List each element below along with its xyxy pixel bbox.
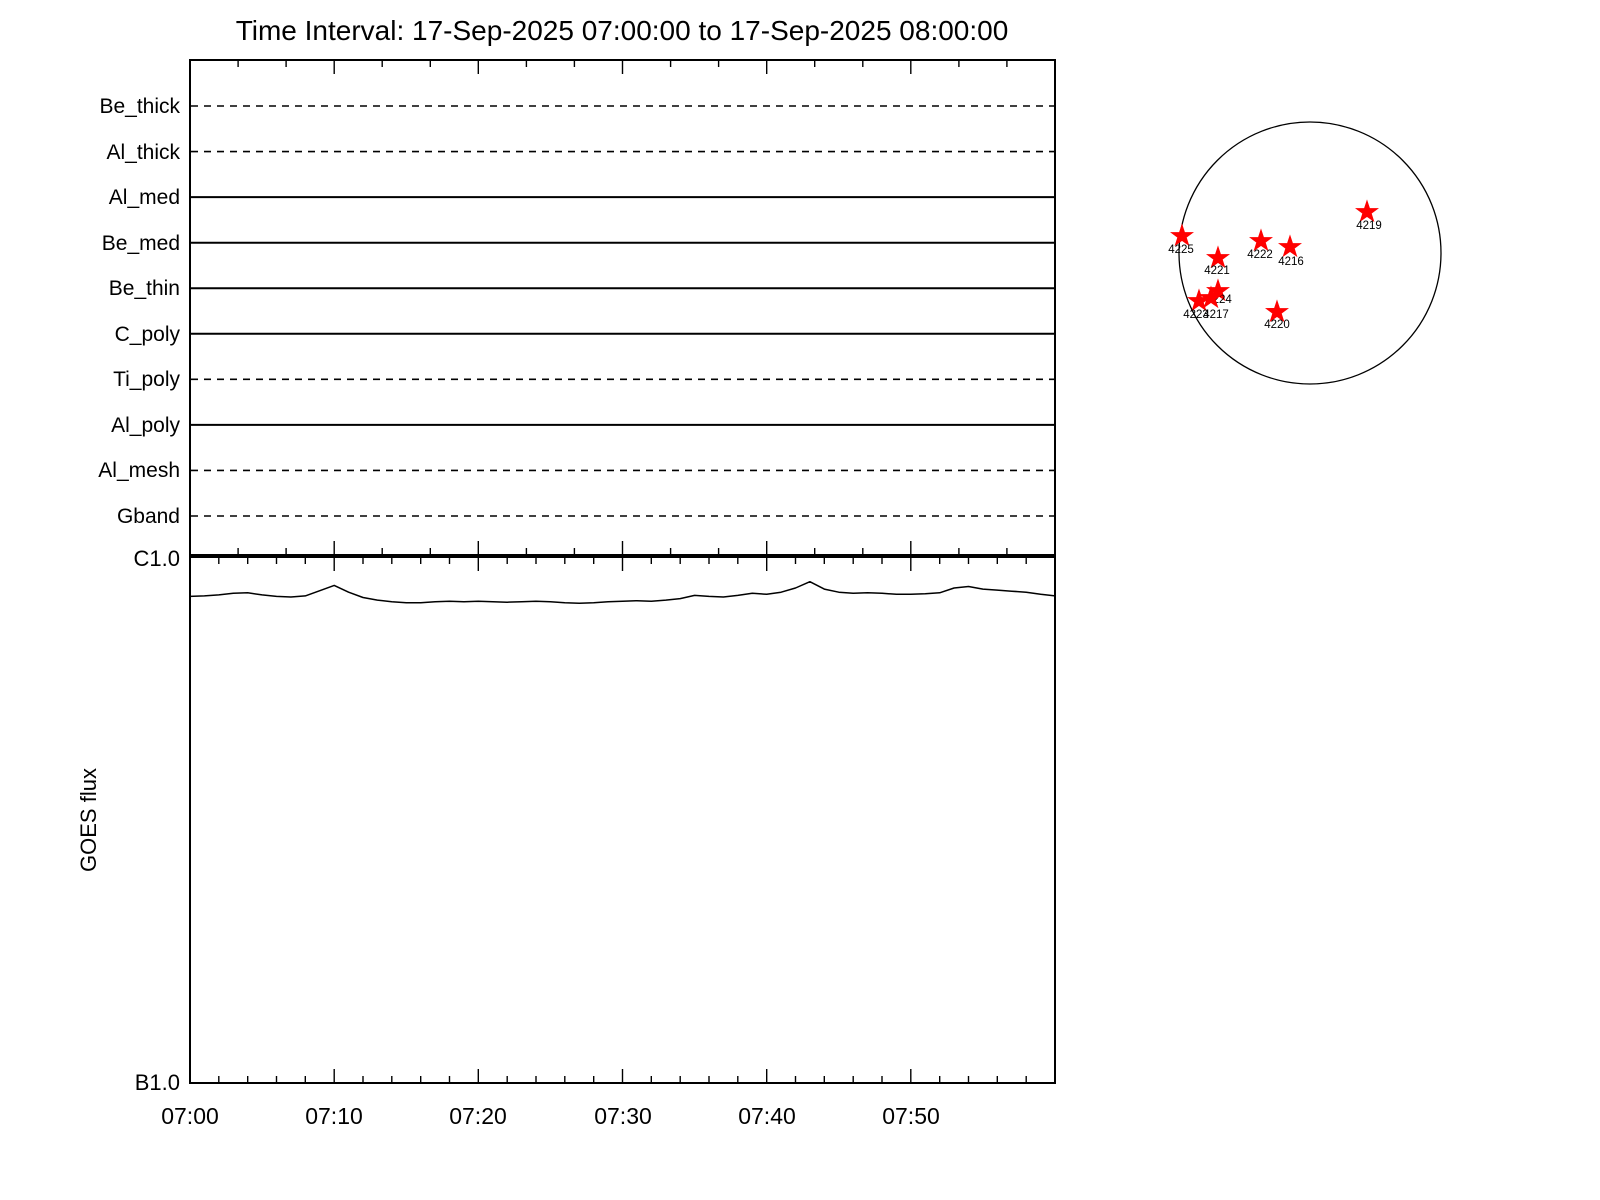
active-region-label-4216: 4216 — [1278, 256, 1304, 268]
goes-ymin-label: B1.0 — [135, 1070, 180, 1095]
filter-label-al_thick: Al_thick — [106, 141, 180, 164]
x-tick-label-0740: 07:40 — [738, 1103, 796, 1129]
goes-ymax-label: C1.0 — [134, 546, 180, 571]
goes-y-axis-title: GOES flux — [76, 768, 101, 872]
filters-panel-border — [189, 59, 1056, 556]
active-region-label-4223: 4223 — [1183, 309, 1209, 321]
active-region-label-4225: 4225 — [1168, 244, 1194, 256]
filter-label-be_thick: Be_thick — [99, 95, 180, 118]
x-tick-label-0700: 07:00 — [161, 1103, 219, 1129]
active-region-label-4219: 4219 — [1356, 220, 1382, 232]
goes-drawing-group — [189, 556, 1056, 1084]
filters-timeline-panel: Be_thick Al_thick Al_med Be_med Be_thin … — [98, 59, 1056, 556]
filter-label-gband: Gband — [117, 505, 180, 528]
active-region-label-4222: 4222 — [1247, 249, 1273, 261]
active-region-star-4225 — [1169, 223, 1195, 247]
filter-label-al_mesh: Al_mesh — [98, 459, 180, 482]
active-region-label-4220: 4220 — [1264, 319, 1290, 331]
filter-label-c_poly: C_poly — [115, 323, 181, 346]
filter-label-be_med: Be_med — [102, 232, 180, 255]
x-tick-label-0750: 07:50 — [882, 1103, 940, 1129]
filter-label-ti_poly: Ti_poly — [113, 368, 180, 391]
goes-panel-border — [189, 556, 1056, 1084]
active-region-star-4222 — [1248, 228, 1274, 252]
x-tick-label-0730: 07:30 — [594, 1103, 652, 1129]
filter-lines-group — [189, 59, 1056, 556]
filter-label-al_med: Al_med — [109, 186, 180, 209]
active-region-star-4221 — [1205, 245, 1231, 269]
solar-disk-circle — [1178, 121, 1442, 385]
filter-label-be_thin: Be_thin — [109, 277, 180, 300]
active-region-star-4219 — [1354, 199, 1380, 223]
filter-label-al_poly: Al_poly — [111, 414, 180, 437]
x-tick-label-0720: 07:20 — [449, 1103, 507, 1129]
x-tick-label-0710: 07:10 — [305, 1103, 363, 1129]
goes-flux-line — [189, 580, 1056, 605]
figure-title: Time Interval: 17-Sep-2025 07:00:00 to 1… — [236, 15, 1009, 46]
goes-flux-panel: C1.0 B1.0 GOES flux 07:00 07:10 07:20 07… — [76, 546, 1056, 1129]
active-region-label-4221: 4221 — [1204, 265, 1230, 277]
active-region-star-4217 — [1198, 285, 1224, 309]
active-region-star-4220 — [1264, 299, 1290, 323]
active-region-label-4217: 4217 — [1203, 309, 1229, 321]
goes-x-tick-labels: 07:00 07:10 07:20 07:30 07:40 07:50 — [161, 1103, 940, 1129]
active-region-star-4216 — [1277, 234, 1303, 258]
